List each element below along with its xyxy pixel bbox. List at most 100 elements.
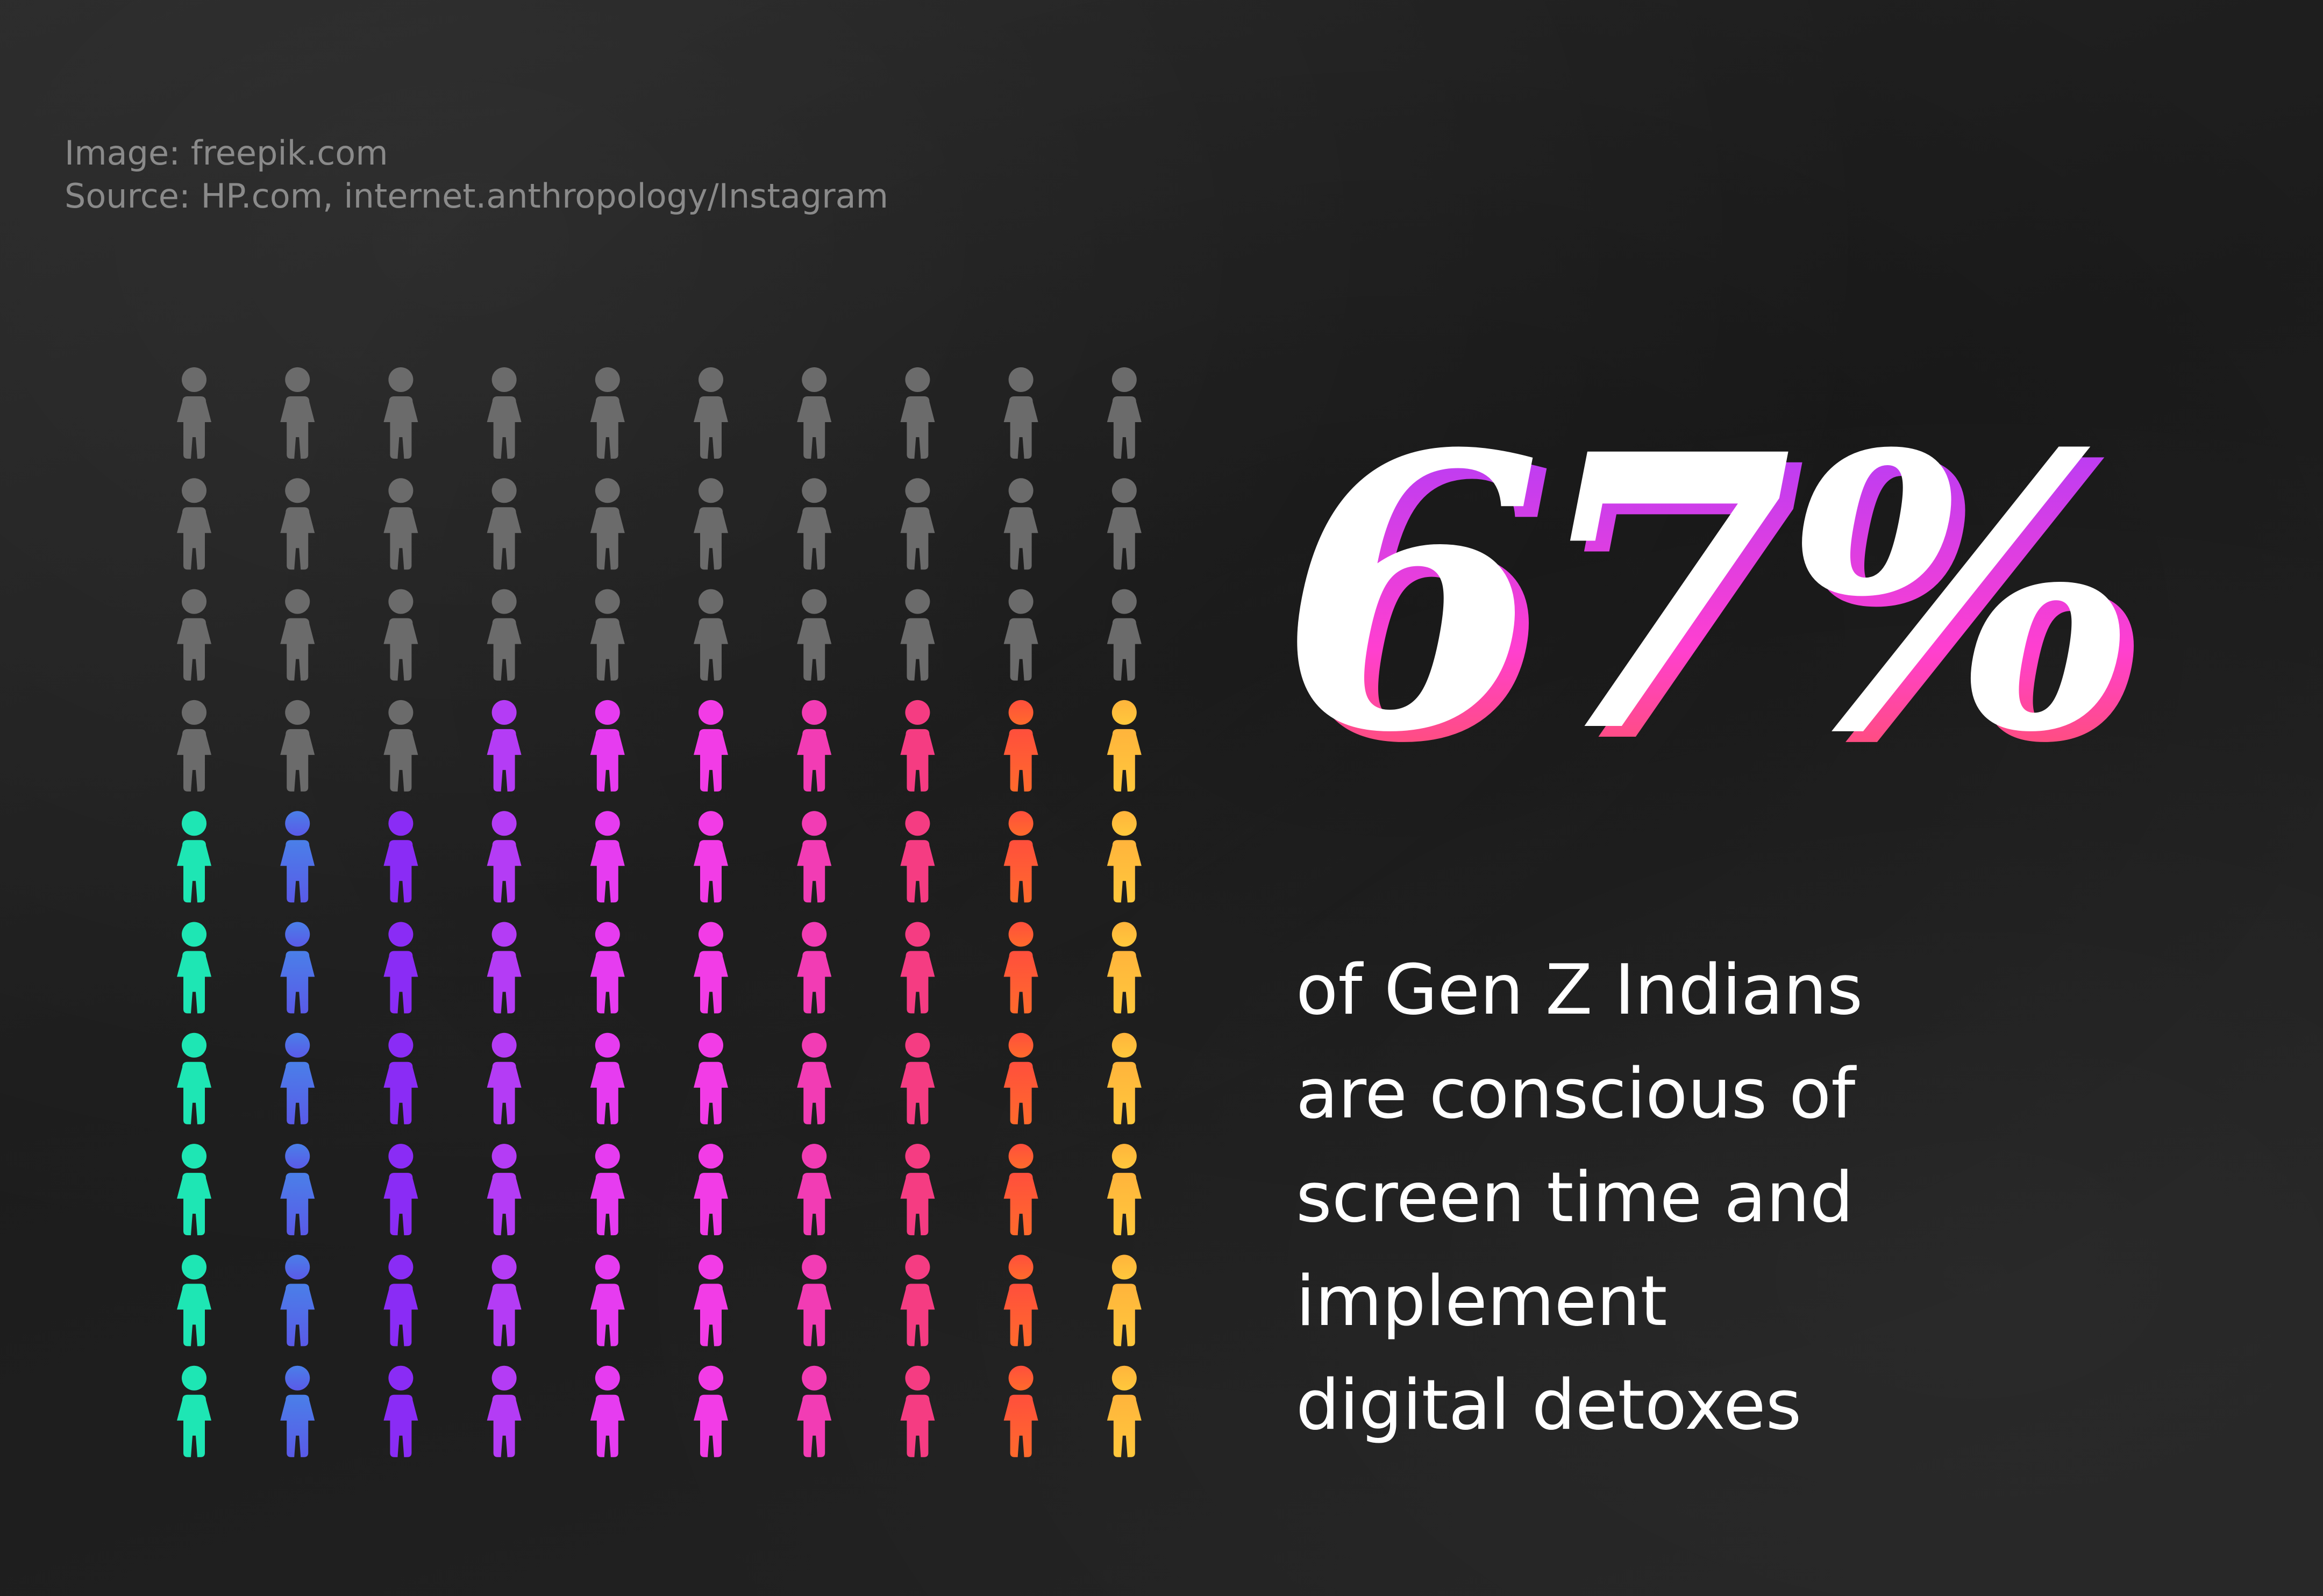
person-icon-highlighted	[177, 1144, 211, 1236]
person-icon	[487, 367, 522, 459]
person-icon	[177, 700, 211, 792]
person-icon	[1107, 589, 1142, 681]
person-icon-highlighted	[694, 811, 728, 903]
person-icon	[177, 367, 211, 459]
headline-stat-value: 67%	[1280, 373, 2129, 815]
person-icon	[590, 589, 625, 681]
person-icon-highlighted	[797, 1255, 832, 1346]
person-icon-highlighted	[797, 922, 832, 1014]
person-icon-highlighted	[590, 1032, 625, 1124]
stat-description: of Gen Z Indians are conscious of screen…	[1296, 938, 2210, 1457]
person-icon-highlighted	[1107, 811, 1142, 903]
person-icon-highlighted	[900, 922, 935, 1014]
person-icon-highlighted	[797, 1032, 832, 1124]
person-icon-highlighted	[797, 811, 832, 903]
person-icon-highlighted	[1003, 1365, 1038, 1457]
person-icon	[590, 367, 625, 459]
person-icon-highlighted	[177, 811, 211, 903]
person-icon-highlighted	[1107, 1144, 1142, 1236]
person-icon-highlighted	[1003, 922, 1038, 1014]
person-icon-highlighted	[900, 1365, 935, 1457]
person-icon	[797, 367, 832, 459]
person-icon-highlighted	[590, 1365, 625, 1457]
person-icon-highlighted	[694, 922, 728, 1014]
person-icon	[383, 367, 418, 459]
person-icon	[694, 589, 728, 681]
person-icon-highlighted	[694, 1144, 728, 1236]
person-icon-highlighted	[590, 1144, 625, 1236]
pictogram-chart	[177, 367, 1142, 1457]
person-icon-highlighted	[694, 1365, 728, 1457]
person-icon-highlighted	[1107, 1365, 1142, 1457]
person-icon-highlighted	[797, 700, 832, 792]
person-icon	[694, 367, 728, 459]
person-icon-highlighted	[694, 700, 728, 792]
person-icon-highlighted	[1003, 1255, 1038, 1346]
person-icon-highlighted	[280, 1365, 315, 1457]
person-icon-highlighted	[280, 1032, 315, 1124]
person-icon-highlighted	[487, 1255, 522, 1346]
person-icon-highlighted	[1107, 700, 1142, 792]
person-icon-highlighted	[1003, 1144, 1038, 1236]
person-icon-highlighted	[900, 1032, 935, 1124]
person-icon-highlighted	[487, 700, 522, 792]
person-icon-highlighted	[1107, 1032, 1142, 1124]
person-icon-highlighted	[1107, 922, 1142, 1014]
person-icon	[383, 589, 418, 681]
person-icon-highlighted	[1003, 700, 1038, 792]
person-icon-highlighted	[797, 1144, 832, 1236]
person-icon	[280, 367, 315, 459]
person-icon	[797, 478, 832, 570]
person-icon-highlighted	[487, 1032, 522, 1124]
headline-stat: 67% 67%	[1280, 355, 2183, 826]
person-icon	[280, 589, 315, 681]
person-icon-highlighted	[383, 1365, 418, 1457]
person-icon-highlighted	[177, 922, 211, 1014]
person-icon-highlighted	[383, 1255, 418, 1346]
person-icon-highlighted	[383, 811, 418, 903]
person-icon-highlighted	[177, 1032, 211, 1124]
person-icon-highlighted	[590, 700, 625, 792]
headline-stat-shadow: 67%	[1294, 384, 2143, 826]
person-icon-highlighted	[280, 811, 315, 903]
person-icon-highlighted	[900, 1255, 935, 1346]
person-icon	[900, 589, 935, 681]
description-line: digital detoxes	[1296, 1365, 1802, 1445]
person-icon-highlighted	[797, 1365, 832, 1457]
person-icon-highlighted	[900, 700, 935, 792]
description-line: are conscious of	[1296, 1054, 1856, 1134]
person-icon-highlighted	[280, 922, 315, 1014]
person-icon	[694, 478, 728, 570]
person-icon-highlighted	[487, 1365, 522, 1457]
person-icon-highlighted	[1107, 1255, 1142, 1346]
person-icon	[487, 589, 522, 681]
person-icon	[1107, 478, 1142, 570]
credits: Image: freepik.com Source: HP.com, inter…	[65, 132, 888, 218]
person-icon	[487, 478, 522, 570]
person-icon	[177, 478, 211, 570]
description-line: screen time and	[1296, 1158, 1854, 1238]
person-icon-highlighted	[694, 1032, 728, 1124]
description-line: implement	[1296, 1262, 1668, 1342]
person-icon	[383, 478, 418, 570]
person-icon	[900, 367, 935, 459]
person-icon-highlighted	[590, 1255, 625, 1346]
person-icon-highlighted	[383, 922, 418, 1014]
person-icon-highlighted	[900, 811, 935, 903]
person-icon	[590, 478, 625, 570]
description-line: of Gen Z Indians	[1296, 950, 1863, 1030]
person-icon-highlighted	[694, 1255, 728, 1346]
person-icon	[383, 700, 418, 792]
person-icon	[1003, 367, 1038, 459]
person-icon	[1107, 367, 1142, 459]
person-icon-highlighted	[487, 811, 522, 903]
image-credit: Image: freepik.com	[65, 133, 388, 173]
person-icon-highlighted	[177, 1365, 211, 1457]
person-icon	[280, 478, 315, 570]
person-icon	[797, 589, 832, 681]
person-icon-highlighted	[900, 1144, 935, 1236]
person-icon	[900, 478, 935, 570]
person-icon-highlighted	[280, 1144, 315, 1236]
person-icon-highlighted	[487, 922, 522, 1014]
